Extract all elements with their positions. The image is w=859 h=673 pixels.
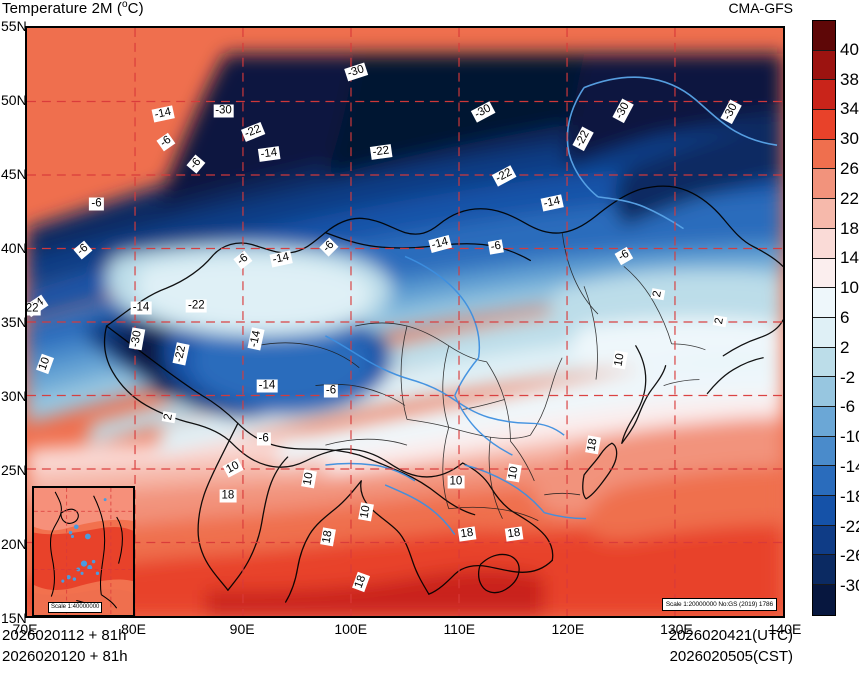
colorbar-segment bbox=[813, 585, 835, 615]
contour-label: -14 bbox=[257, 145, 281, 162]
contour-label: -6 bbox=[487, 239, 505, 255]
contour-label: 18 bbox=[319, 527, 336, 547]
valid-time-utc: 2026020421(UTC) bbox=[668, 627, 793, 644]
lon-tick-110E: 110E bbox=[443, 621, 476, 637]
colorbar-tick-label: -14 bbox=[840, 457, 859, 476]
colorbar-tick-label: 14 bbox=[840, 248, 859, 268]
lon-tick-130E: 130E bbox=[660, 621, 693, 637]
contour-label: 18 bbox=[457, 526, 476, 542]
colorbar-tick-label: -30 bbox=[840, 576, 859, 596]
colorbar-segment bbox=[813, 80, 835, 111]
contour-label: -14 bbox=[130, 301, 152, 315]
contour-label: -22 bbox=[186, 299, 207, 313]
colorbar-segment bbox=[813, 258, 835, 289]
lat-tick-15N: 15N bbox=[1, 610, 27, 626]
contour-label: -22 bbox=[27, 302, 41, 316]
page-title-unit: C) bbox=[127, 0, 144, 17]
lat-tick-40N: 40N bbox=[1, 240, 27, 256]
colorbar-tick-label: 26 bbox=[840, 159, 859, 178]
contour-label: 18 bbox=[505, 526, 524, 542]
contour-label: -30 bbox=[213, 104, 234, 118]
contour-label: -6 bbox=[89, 197, 104, 211]
init-time-cst: 2026020120 + 81h bbox=[2, 648, 128, 665]
colorbar[interactable] bbox=[812, 20, 836, 616]
temperature-contour-map bbox=[27, 28, 783, 616]
map-panel[interactable]: -30 -30 -30 -30 -30 -22 -22 -22 -22 -14 -14 -14 -14-… bbox=[25, 26, 785, 618]
colorbar-segment bbox=[813, 288, 835, 318]
inset-scale-label: Scale 1:40000000 bbox=[48, 602, 103, 613]
lon-tick-70E: 70E bbox=[12, 621, 38, 637]
colorbar-segment bbox=[813, 377, 835, 407]
page-title: Temperature 2M (oC) bbox=[2, 0, 144, 17]
colorbar-segment bbox=[813, 50, 835, 81]
contour-label: -14 bbox=[256, 379, 278, 393]
lat-tick-55N: 55N bbox=[1, 18, 27, 34]
lon-tick-120E: 120E bbox=[551, 621, 585, 637]
colorbar-tick-label: -10 bbox=[840, 427, 859, 447]
init-time-utc: 2026020112 + 81h bbox=[2, 627, 127, 644]
colorbar-tick-label: -26 bbox=[840, 546, 859, 566]
lon-tick-80E: 80E bbox=[121, 621, 147, 637]
contour-label: -6 bbox=[323, 384, 339, 398]
colorbar-segment bbox=[813, 228, 835, 259]
colorbar-segment bbox=[813, 317, 835, 348]
lat-tick-45N: 45N bbox=[1, 166, 27, 182]
lon-tick-140E: 140E bbox=[768, 621, 802, 637]
contour-label: 18 bbox=[584, 435, 601, 455]
colorbar-tick-label: 10 bbox=[840, 278, 859, 298]
lat-tick-25N: 25N bbox=[1, 462, 27, 478]
colorbar-tick-label: -6 bbox=[840, 397, 856, 417]
colorbar-tick-label: 18 bbox=[840, 218, 859, 238]
colorbar-segment bbox=[813, 347, 835, 378]
colorbar-tick-label: 34 bbox=[840, 99, 859, 119]
contour-label: 10 bbox=[357, 502, 374, 522]
colorbar-segment bbox=[813, 466, 835, 496]
colorbar-segment bbox=[813, 169, 835, 200]
contour-label: 10 bbox=[611, 350, 628, 369]
contour-label: 2 bbox=[712, 314, 727, 328]
colorbar-segment bbox=[813, 496, 835, 526]
degree-symbol: o bbox=[121, 0, 128, 10]
lat-tick-50N: 50N bbox=[1, 92, 27, 108]
contour-label: 18 bbox=[219, 489, 237, 503]
colorbar-segment bbox=[813, 110, 835, 140]
colorbar-segment bbox=[813, 139, 835, 170]
colorbar-segment bbox=[813, 525, 835, 556]
colorbar-tick-label: 22 bbox=[840, 188, 859, 208]
colorbar-tick-label: 40 bbox=[840, 39, 859, 59]
colorbar-tick-label: -22 bbox=[840, 516, 859, 536]
colorbar-segment bbox=[813, 21, 835, 51]
colorbar-tick-label: 6 bbox=[840, 308, 850, 327]
model-label: CMA-GFS bbox=[728, 0, 793, 16]
colorbar-tick-label: -2 bbox=[840, 367, 856, 387]
colorbar-segment bbox=[813, 555, 835, 586]
valid-time-cst: 2026020505(CST) bbox=[669, 648, 793, 665]
lat-tick-20N: 20N bbox=[1, 536, 27, 552]
colorbar-tick-label: 38 bbox=[840, 69, 859, 89]
lat-tick-35N: 35N bbox=[1, 314, 27, 330]
page-title-text: Temperature 2M ( bbox=[2, 0, 122, 17]
contour-label: -6 bbox=[256, 432, 271, 446]
colorbar-tick-label: -18 bbox=[840, 486, 859, 506]
map-scale-label: Scale 1:20000000 No:GS (2019) 1786 bbox=[661, 598, 777, 611]
lat-tick-30N: 30N bbox=[1, 388, 27, 404]
colorbar-segment bbox=[813, 406, 835, 437]
colorbar-segment bbox=[813, 436, 835, 467]
colorbar-tick-label: 2 bbox=[840, 337, 850, 357]
lon-tick-100E: 100E bbox=[334, 621, 368, 637]
inset-map-graphic bbox=[34, 488, 133, 615]
contour-label: 10 bbox=[447, 475, 465, 489]
lon-tick-90E: 90E bbox=[229, 621, 255, 637]
colorbar-segment bbox=[813, 199, 835, 229]
colorbar-tick-label: 30 bbox=[840, 129, 859, 149]
inset-map[interactable]: Scale 1:40000000 bbox=[32, 486, 135, 616]
